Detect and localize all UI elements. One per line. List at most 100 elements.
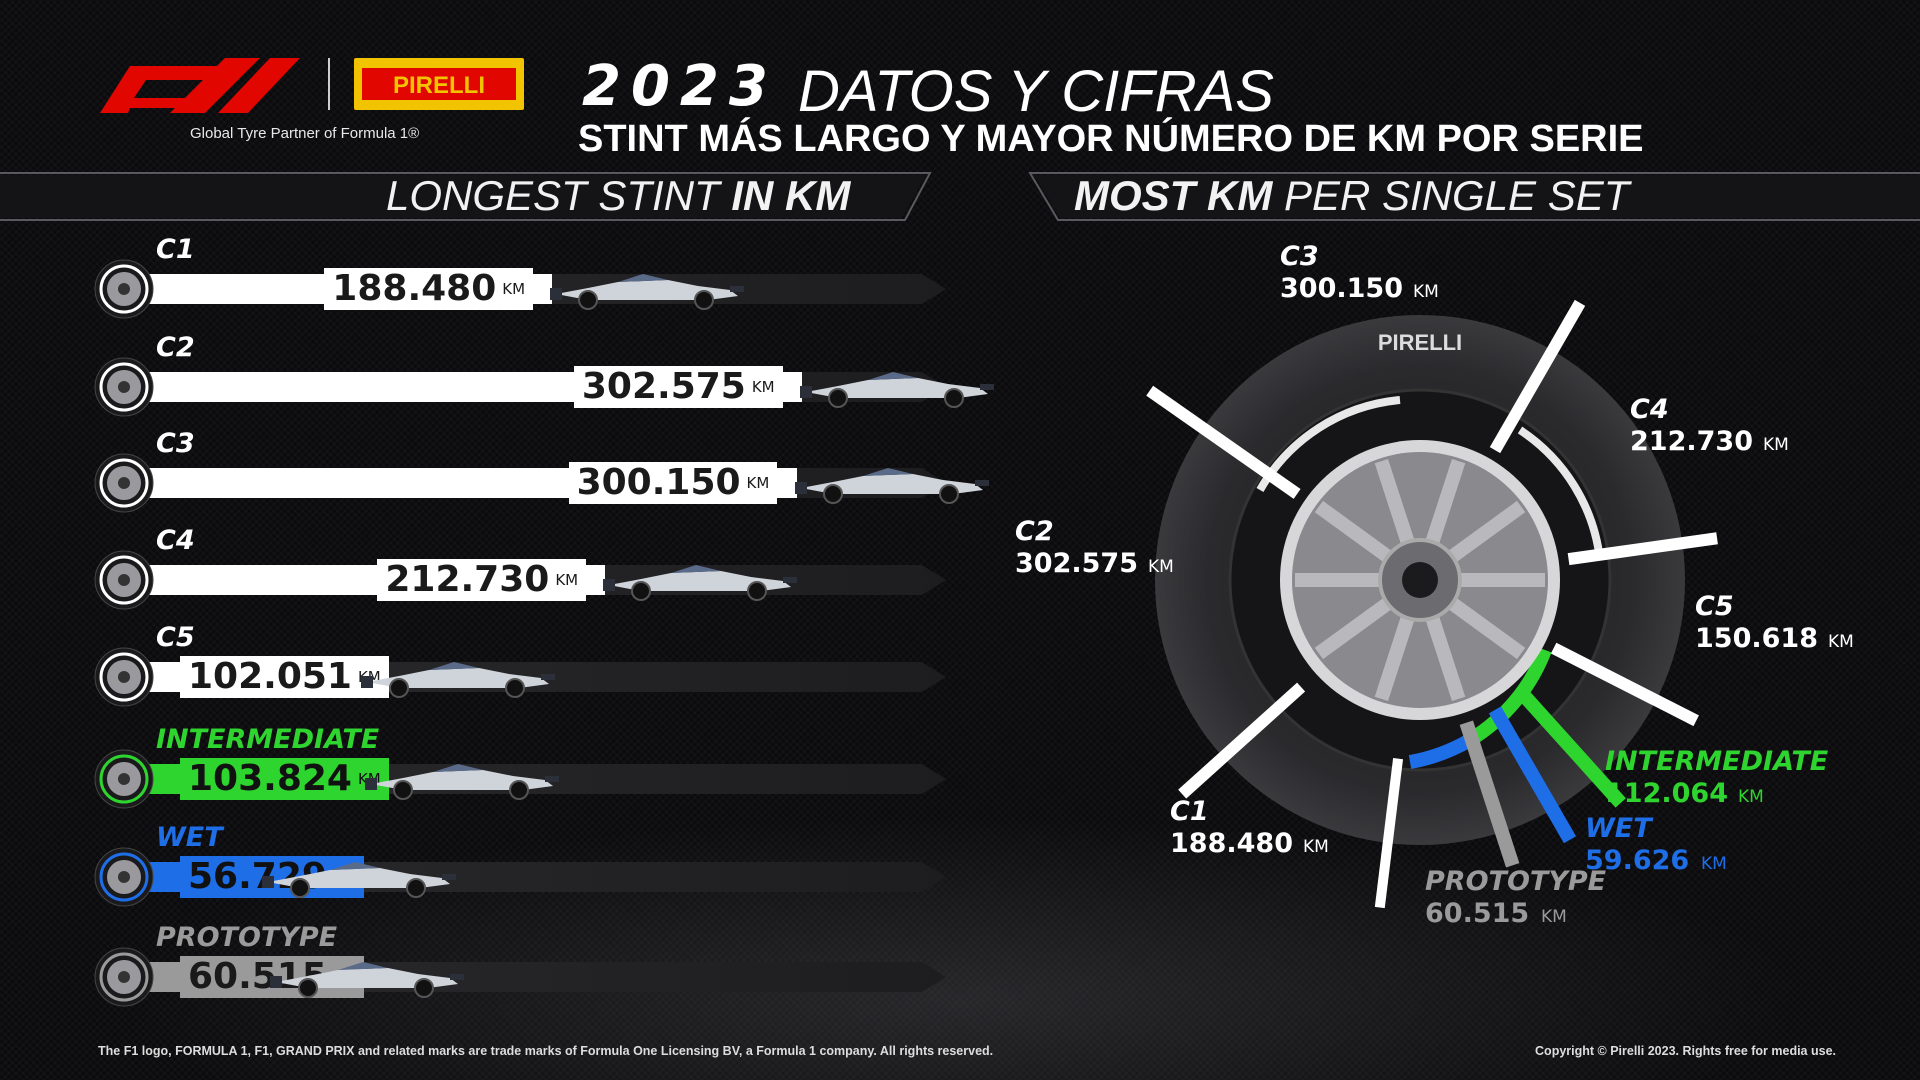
header-divider (328, 58, 330, 110)
slice-value: 188.480 (1170, 828, 1293, 859)
bar-label-wet: WET (156, 822, 223, 853)
pirelli-logo-text: PIRELLI (393, 72, 485, 99)
subtitle: STINT MÁS LARGO Y MAYOR NÚMERO DE KM POR… (578, 118, 1644, 160)
tyre-pointer (1459, 720, 1520, 868)
slice-unit: KM (1738, 787, 1764, 807)
slice-value: 60.515 (1425, 898, 1529, 929)
left-section-title-bold: IN KM (731, 172, 851, 219)
bar-value: 212.730 (385, 559, 550, 600)
title-year: 2023 (582, 54, 778, 119)
car-icon (603, 565, 798, 601)
tyre-pointer (1178, 682, 1306, 799)
rim-spoke (1448, 500, 1526, 563)
slice-unit: KM (1828, 632, 1854, 652)
slice-name: WET (1585, 813, 1654, 844)
rim-spoke (1314, 500, 1392, 563)
f1-logo (100, 58, 300, 113)
slice-unit: KM (1541, 907, 1567, 927)
car-icon (365, 764, 560, 800)
bar-value: 302.575 (581, 366, 746, 407)
bar-value-unit: KM (746, 474, 770, 492)
slice-unit: KM (1701, 854, 1727, 874)
tyre-stripe-right (1517, 426, 1604, 561)
car-icon (262, 862, 457, 898)
slice-unit: KM (1148, 557, 1174, 577)
slice-value: 112.064 (1605, 778, 1728, 809)
bar-label-intermediate: INTERMEDIATE (156, 724, 380, 755)
tyre-icon (94, 550, 154, 610)
rim-spoke (1374, 615, 1415, 702)
slice-name: C5 (1695, 591, 1734, 622)
pirelli-logo: PIRELLI (354, 58, 524, 110)
tyre-pointer (1489, 299, 1586, 454)
partner-text: Global Tyre Partner of Formula 1® (190, 125, 420, 142)
bar-label-c1: C1 (156, 234, 195, 265)
bar-value-box: 212.730 KM (377, 559, 587, 601)
slice-name: INTERMEDIATE (1605, 746, 1829, 777)
footer-trademark-text: The F1 logo, FORMULA 1, F1, GRAND PRIX a… (98, 1044, 994, 1058)
title-main: DATOS Y CIFRAS (798, 59, 1274, 124)
bar-value-box: 188.480 KM (324, 268, 534, 310)
bar-label-c3: C3 (156, 428, 195, 459)
tyre-pointer (1567, 532, 1718, 566)
tyre-icon (94, 947, 154, 1007)
bar-value-unit: KM (555, 571, 579, 589)
footer-copyright-text: Copyright © Pirelli 2023. Rights free fo… (1535, 1044, 1836, 1058)
slice-name: C4 (1630, 394, 1669, 425)
rim-spoke (1425, 458, 1466, 545)
tyre-brand-text: PIRELLI (1378, 330, 1462, 355)
slice-name: C2 (1015, 516, 1054, 547)
slice-name: C3 (1280, 241, 1319, 272)
bar-value-box: 300.150 KM (568, 462, 778, 504)
bar-value: 103.824 (188, 758, 352, 799)
slice-value: 59.626 (1585, 845, 1689, 876)
rim-center (1402, 562, 1438, 598)
bar-label-c5: C5 (156, 622, 195, 653)
bar-value-box: 302.575 KM (573, 366, 783, 408)
slice-value: 212.730 (1630, 426, 1753, 457)
section-banners (0, 172, 1920, 221)
left-section-title: LONGEST STINT IN KM (386, 172, 850, 220)
car-icon (794, 468, 989, 504)
bar-label-c2: C2 (156, 332, 195, 363)
tyre-pointer (1550, 642, 1699, 727)
bar-value-box: 103.824KM (180, 758, 389, 800)
tyre-pointers (1146, 299, 1718, 909)
tyre-icon (94, 749, 154, 809)
tyre-stripe-green (1466, 647, 1552, 746)
tyre-pointer (1515, 686, 1626, 808)
slice-name: PROTOTYPE (1425, 866, 1607, 897)
left-section-title-light: LONGEST STINT (386, 172, 732, 219)
tyre-pointer (1488, 706, 1577, 844)
slice-value: 300.150 (1280, 273, 1403, 304)
slice-name: C1 (1170, 796, 1209, 827)
car-icon (550, 274, 745, 310)
slice-unit: KM (1303, 837, 1329, 857)
car-icon (799, 372, 994, 408)
bar-value-box: 102.051KM (180, 656, 389, 698)
right-section-title: MOST KM PER SINGLE SET (1074, 172, 1629, 220)
tyre-pointer (1374, 758, 1404, 909)
tyre-graphic: PIRELLI (1155, 315, 1685, 845)
tyre-icon (94, 357, 154, 417)
right-section-title-bold: MOST KM (1074, 172, 1273, 219)
bar-label-c4: C4 (156, 525, 195, 556)
bar-value: 188.480 (332, 268, 497, 309)
rim-spoke (1314, 597, 1392, 660)
slice-unit: KM (1763, 435, 1789, 455)
rim-spoke (1425, 615, 1466, 702)
tyre-icon (94, 259, 154, 319)
bar-label-prototype: PROTOTYPE (156, 922, 338, 953)
slice-value: 150.618 (1695, 623, 1818, 654)
tyre-icon (94, 647, 154, 707)
tyre-icon (94, 847, 154, 907)
